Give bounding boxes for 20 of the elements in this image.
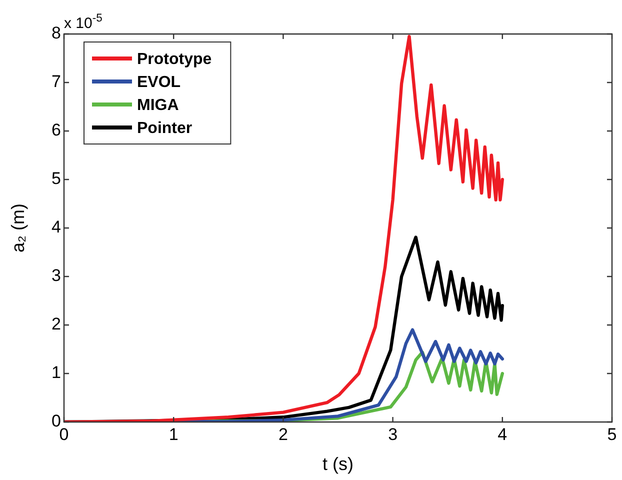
x-axis-title: t (s) — [322, 454, 354, 474]
y-tick-label: 6 — [52, 120, 61, 140]
x-tick-label: 3 — [388, 424, 398, 444]
y-axis-title: a₂ (m) — [8, 204, 28, 252]
y-tick-label: 7 — [52, 72, 61, 92]
x-tick-label: 4 — [498, 424, 508, 444]
y-tick-label: 1 — [52, 363, 61, 382]
y-tick-label: 3 — [52, 266, 61, 286]
legend-label: Pointer — [137, 120, 192, 137]
y-tick-label: 8 — [52, 24, 61, 43]
y-tick-label: 4 — [52, 218, 61, 237]
x-tick-label: 5 — [607, 424, 617, 444]
x-tick-label: 1 — [168, 424, 178, 444]
y-tick-label: 0 — [52, 412, 61, 431]
x-tick-label: 2 — [278, 424, 288, 444]
legend-label: MIGA — [137, 96, 180, 114]
legend-label: EVOL — [137, 74, 181, 91]
legend-label: Prototype — [137, 50, 212, 68]
y-tick-label: 5 — [52, 169, 61, 188]
y-tick-label: 2 — [52, 314, 61, 334]
